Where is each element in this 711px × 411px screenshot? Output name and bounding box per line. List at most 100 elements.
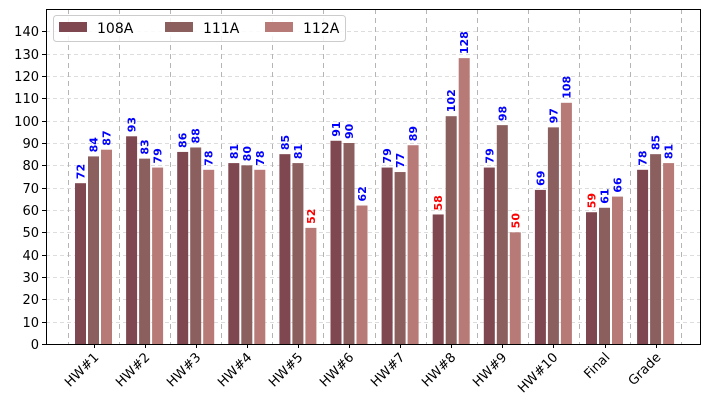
legend-swatch-111A bbox=[165, 22, 193, 32]
data-label-108A-hw5: 85 bbox=[279, 135, 292, 150]
bar-112A-hw5 bbox=[305, 227, 317, 344]
y-tick-label-100: 100 bbox=[14, 115, 39, 130]
data-label-111A-hw7: 77 bbox=[394, 153, 407, 168]
x-tick-label-hw3: HW#3 bbox=[164, 350, 204, 390]
data-label-111A-hw8: 102 bbox=[445, 89, 458, 112]
data-label-112A-hw6: 62 bbox=[356, 186, 369, 201]
data-label-108A-hw9: 79 bbox=[483, 148, 496, 163]
bar-111A-hw6 bbox=[343, 143, 355, 344]
bar-108A-hw4 bbox=[228, 163, 240, 344]
data-label-112A-grade: 81 bbox=[663, 144, 676, 159]
data-label-111A-hw10: 97 bbox=[547, 108, 560, 123]
y-tick-label-30: 30 bbox=[22, 271, 39, 286]
bar-108A-hw9 bbox=[483, 167, 495, 344]
data-label-112A-hw2: 79 bbox=[152, 148, 165, 163]
y-tick-label-20: 20 bbox=[22, 293, 39, 308]
x-tick-label-hw4: HW#4 bbox=[215, 350, 255, 390]
bar-112A-hw3 bbox=[203, 169, 215, 344]
x-tick-label-hw7: HW#7 bbox=[368, 350, 408, 390]
y-tick-label-110: 110 bbox=[14, 92, 39, 107]
y-tick-label-130: 130 bbox=[14, 48, 39, 63]
y-tick-label-120: 120 bbox=[14, 70, 39, 85]
bar-112A-hw4 bbox=[254, 169, 266, 344]
data-label-111A-hw5: 81 bbox=[292, 144, 305, 159]
bar-108A-hw6 bbox=[330, 140, 342, 344]
data-label-111A-hw1: 84 bbox=[88, 137, 101, 153]
x-tick-label-hw8: HW#8 bbox=[419, 350, 459, 390]
legend-label-111A: 111A bbox=[203, 21, 240, 37]
data-label-108A-hw10: 69 bbox=[534, 171, 547, 186]
x-tick-label-grade: Grade bbox=[626, 350, 665, 389]
data-label-112A-hw5: 52 bbox=[305, 209, 318, 224]
data-label-111A-hw3: 88 bbox=[190, 128, 203, 143]
data-label-108A-final: 59 bbox=[586, 193, 599, 208]
bar-112A-hw9 bbox=[509, 232, 521, 344]
legend-label-112A: 112A bbox=[303, 21, 340, 37]
bar-112A-hw1 bbox=[101, 149, 112, 344]
x-tick-label-hw5: HW#5 bbox=[266, 350, 306, 390]
bar-108A-hw8 bbox=[432, 214, 444, 344]
category-separators bbox=[68, 9, 682, 344]
data-label-108A-hw1: 72 bbox=[75, 164, 88, 179]
data-label-111A-hw6: 90 bbox=[343, 123, 356, 139]
bar-112A-hw2 bbox=[152, 167, 164, 344]
y-tick-label-10: 10 bbox=[22, 316, 39, 331]
y-tick-label-60: 60 bbox=[22, 204, 39, 219]
bar-108A-hw5 bbox=[279, 154, 291, 344]
data-label-111A-final: 61 bbox=[599, 188, 612, 203]
bar-108A-hw7 bbox=[381, 167, 393, 344]
data-label-111A-hw9: 98 bbox=[496, 106, 509, 121]
legend-swatch-112A bbox=[265, 22, 293, 32]
bar-112A-grade bbox=[663, 163, 675, 344]
data-label-112A-hw9: 50 bbox=[509, 213, 522, 229]
bar-112A-hw8 bbox=[458, 58, 470, 345]
y-tick-label-70: 70 bbox=[22, 182, 39, 197]
y-tick-label-0: 0 bbox=[31, 338, 39, 353]
bar-112A-hw10 bbox=[560, 102, 572, 344]
bar-111A-hw4 bbox=[241, 165, 253, 344]
bar-111A-grade bbox=[650, 154, 662, 344]
bar-111A-hw5 bbox=[292, 163, 304, 344]
x-tick-label-hw9: HW#9 bbox=[470, 350, 510, 390]
bars bbox=[75, 58, 675, 345]
bar-111A-final bbox=[599, 207, 610, 344]
legend-label-108A: 108A bbox=[97, 21, 134, 37]
y-tick-label-90: 90 bbox=[22, 137, 39, 152]
bar-112A-hw7 bbox=[407, 145, 419, 344]
data-label-108A-hw4: 81 bbox=[228, 144, 241, 159]
data-label-108A-hw3: 86 bbox=[177, 132, 190, 148]
bar-111A-hw8 bbox=[445, 116, 457, 344]
data-label-108A-hw6: 91 bbox=[330, 121, 343, 136]
data-label-111A-hw4: 80 bbox=[241, 146, 254, 162]
data-label-111A-grade: 85 bbox=[650, 135, 663, 150]
bar-112A-hw6 bbox=[356, 205, 368, 344]
bar-111A-hw2 bbox=[139, 158, 151, 344]
bar-108A-hw2 bbox=[126, 136, 138, 344]
y-tick-label-40: 40 bbox=[22, 249, 39, 264]
data-label-112A-hw3: 78 bbox=[203, 150, 216, 165]
y-axis-ticks: 0 10 20 30 40 50 60 70 80 90 100 110 120 130 140 bbox=[14, 25, 46, 353]
bar-111A-hw3 bbox=[190, 147, 202, 344]
bar-111A-hw7 bbox=[394, 172, 406, 344]
data-label-112A-hw10: 108 bbox=[560, 76, 573, 99]
bar-108A-grade bbox=[637, 169, 649, 344]
data-label-112A-hw8: 128 bbox=[458, 31, 471, 54]
data-label-108A-hw7: 79 bbox=[381, 148, 394, 163]
data-label-108A-hw8: 58 bbox=[432, 195, 445, 210]
bar-111A-hw1 bbox=[88, 156, 99, 344]
x-tick-label-hw2: HW#2 bbox=[113, 350, 153, 390]
data-label-112A-hw4: 78 bbox=[254, 150, 267, 165]
x-tick-label-hw6: HW#6 bbox=[317, 350, 357, 390]
y-tick-label-80: 80 bbox=[22, 159, 39, 174]
data-label-112A-hw7: 89 bbox=[407, 126, 420, 141]
x-tick-label-hw10: HW#10 bbox=[515, 350, 561, 396]
data-label-108A-hw2: 93 bbox=[126, 117, 139, 132]
data-label-111A-hw2: 83 bbox=[139, 139, 152, 154]
bar-111A-hw9 bbox=[496, 125, 508, 344]
bar-111A-hw10 bbox=[547, 127, 559, 344]
legend: 108A 111A 112A bbox=[53, 15, 346, 42]
bar-108A-hw10 bbox=[534, 189, 546, 344]
plot-frame bbox=[46, 9, 701, 345]
